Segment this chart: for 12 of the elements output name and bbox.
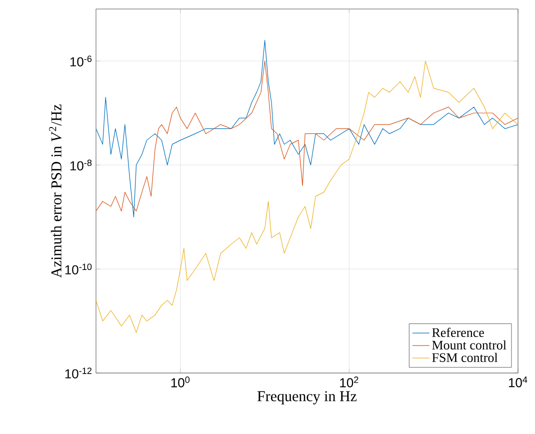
x-axis-title: Frequency in Hz <box>257 391 357 404</box>
y-tick-label: 10$^{-8}$ <box>70 160 92 170</box>
y-tick-label: 10$^{-12}$ <box>65 368 92 378</box>
x-tick-label: 10$^{2}$ <box>340 376 358 388</box>
y-tick-label: 10$^{-6}$ <box>70 56 92 66</box>
y-tick-label: 10$^{-10}$ <box>65 264 92 274</box>
x-tick-label: 10$^{0}$ <box>171 376 190 388</box>
y-axis-title: Azimuth error PSD in V$^{2}$/Hz <box>49 104 62 278</box>
legend-label: Mount control <box>432 340 506 350</box>
legend-label: Reference <box>432 328 484 337</box>
x-tick-label: 10$^{4}$ <box>508 376 528 388</box>
legend-label: FSM control <box>432 352 498 362</box>
